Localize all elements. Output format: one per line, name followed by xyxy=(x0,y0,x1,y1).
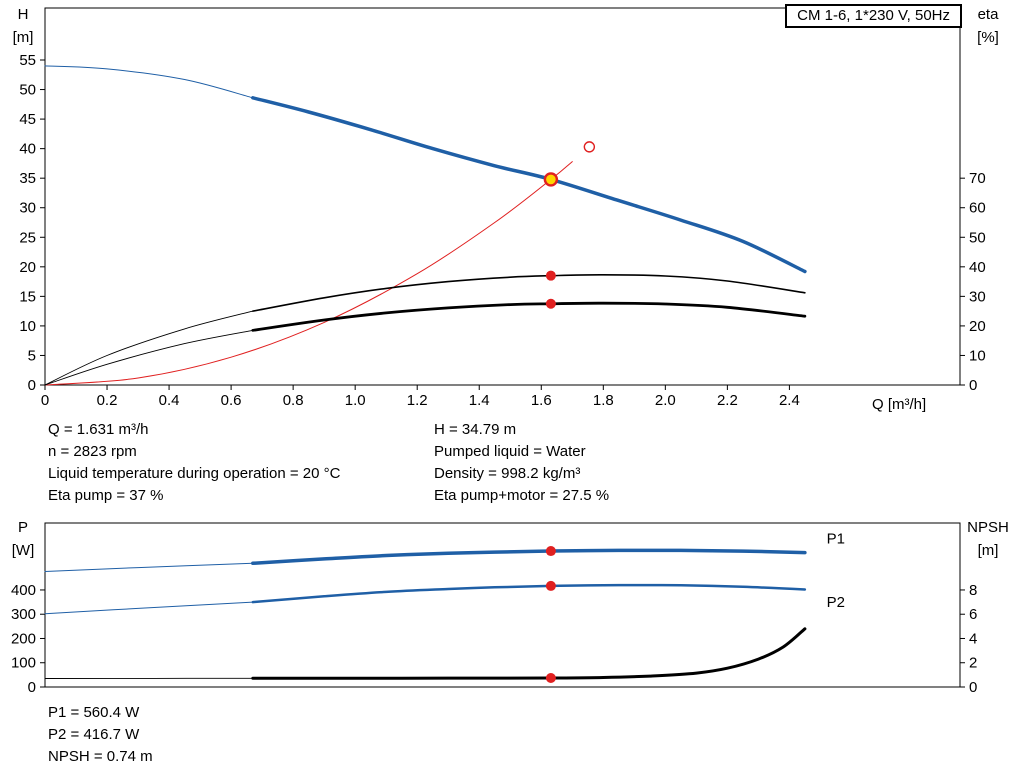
right-tick-label: 0 xyxy=(969,679,977,696)
chart-title-box: CM 1-6, 1*230 V, 50Hz xyxy=(785,4,962,28)
left-tick-label: 20 xyxy=(19,259,36,276)
p-axis-label: P xyxy=(17,519,28,536)
info-line-eta-pump: Eta pump = 37 % xyxy=(48,487,164,504)
power-npsh-group: 0 100 200 300 400 0 2 4 6 8 P1 P2 xyxy=(11,522,977,696)
x-tick-label: 0.8 xyxy=(283,392,304,409)
left-tick-label: 100 xyxy=(11,655,36,672)
info-line-npsh: NPSH = 0.74 m xyxy=(48,748,153,765)
right-tick-label: 10 xyxy=(969,347,986,364)
x-tick-label: 1.6 xyxy=(531,392,552,409)
duty-dot-marker xyxy=(545,298,556,309)
x-tick-label: 0 xyxy=(41,392,49,409)
series-p1 xyxy=(251,548,807,566)
left-tick-label: 10 xyxy=(19,318,36,335)
left-tick-label: 300 xyxy=(11,606,36,623)
left-tick-label: 0 xyxy=(28,377,36,394)
right-tick-label: 0 xyxy=(969,377,977,394)
series-p1-lead xyxy=(44,562,254,573)
power-info: P1 = 560.4 W P2 = 416.7 W NPSH = 0.74 m xyxy=(48,702,153,768)
left-tick-label: 5 xyxy=(28,347,36,364)
h-axis-title: H [m] xyxy=(2,3,44,49)
left-tick-label: 45 xyxy=(19,111,36,128)
left-tick-label: 200 xyxy=(11,630,36,647)
left-tick-label: 35 xyxy=(19,170,36,187)
info-line-p1: P1 = 560.4 W xyxy=(48,704,140,721)
series-p2-lead xyxy=(44,601,254,615)
requested-duty-marker xyxy=(583,141,596,153)
x-tick-label: 1.2 xyxy=(407,392,428,409)
right-tick-label: 2 xyxy=(969,655,977,672)
x-tick-label: 2.2 xyxy=(717,392,738,409)
plot-border xyxy=(44,7,961,386)
left-tick-label: 15 xyxy=(19,288,36,305)
npsh-axis-unit: [m] xyxy=(977,542,999,559)
series-npsh xyxy=(251,627,807,680)
series-eta-pump-motor xyxy=(251,301,807,332)
right-tick-label: 6 xyxy=(969,606,977,623)
series-p2 xyxy=(251,583,807,604)
npsh-axis-title: NPSH [m] xyxy=(956,516,1020,562)
x-tick-label: 0.6 xyxy=(221,392,242,409)
left-tick-label: 400 xyxy=(11,582,36,599)
x-tick-label: 0.2 xyxy=(97,392,118,409)
info-line-p2: P2 = 416.7 W xyxy=(48,726,140,743)
series-eta-pump xyxy=(252,273,806,312)
right-tick-label: 60 xyxy=(969,200,986,217)
x-tick-label: 1.4 xyxy=(469,392,490,409)
duty-info-left: Q = 1.631 m³/h n = 2823 rpm Liquid tempe… xyxy=(48,419,340,507)
duty-point-marker xyxy=(543,172,559,187)
left-tick-label: 40 xyxy=(19,141,36,158)
right-tick-label: 70 xyxy=(969,170,986,187)
left-tick-label: 30 xyxy=(19,200,36,217)
right-tick-label: 4 xyxy=(969,630,977,647)
h-axis-label: H xyxy=(17,6,29,23)
plot-border xyxy=(44,522,961,688)
left-tick-label: 55 xyxy=(19,52,36,69)
eta-axis-title: eta [%] xyxy=(962,3,1014,49)
right-tick-label: 20 xyxy=(969,318,986,335)
x-tick-label: 0.4 xyxy=(159,392,180,409)
info-line-temperature: Liquid temperature during operation = 20… xyxy=(48,465,341,482)
left-tick-label: 0 xyxy=(28,679,36,696)
left-tick-label: 25 xyxy=(19,229,36,246)
series-eta-pump-motor-lead xyxy=(44,329,254,386)
p-axis-unit: [W] xyxy=(11,542,35,559)
left-tick-label: 50 xyxy=(19,82,36,99)
curve-label-P1: P1 xyxy=(827,530,845,547)
duty-dot-marker xyxy=(545,673,556,684)
curve-label-P2: P2 xyxy=(827,594,845,611)
duty-dot-marker xyxy=(545,580,556,591)
info-line-rpm: n = 2823 rpm xyxy=(48,443,137,460)
duty-dot-marker xyxy=(545,546,556,557)
pump-performance-group: 0 0.2 0.4 0.6 0.8 1.0 1.2 1.4 1.6 1.8 2.0 2.2 2.4 0 5 1… xyxy=(19,7,986,409)
x-tick-label: 1.0 xyxy=(345,392,366,409)
right-tick-label: 30 xyxy=(969,288,986,305)
q-axis-title: Q [m³/h] xyxy=(872,396,927,413)
x-tick-label: 1.8 xyxy=(593,392,614,409)
info-line-density: Density = 998.2 kg/m³ xyxy=(434,465,581,482)
right-tick-label: 8 xyxy=(969,582,977,599)
series-qh-pump-curve xyxy=(251,96,807,274)
x-tick-label: 2.0 xyxy=(655,392,676,409)
info-line-h: H = 34.79 m xyxy=(434,421,517,438)
series-qh-lead xyxy=(44,65,254,99)
series-system-curve xyxy=(44,161,573,386)
info-line-q: Q = 1.631 m³/h xyxy=(48,421,149,438)
duty-dot-marker xyxy=(545,270,556,281)
series-eta-pump-lead xyxy=(44,310,254,386)
p-axis-title: P [W] xyxy=(2,516,44,562)
npsh-axis-label: NPSH xyxy=(967,519,1009,536)
eta-axis-label: eta xyxy=(977,6,999,23)
duty-info-right: H = 34.79 m Pumped liquid = Water Densit… xyxy=(434,419,609,507)
x-tick-label: 2.4 xyxy=(779,392,800,409)
h-axis-unit: [m] xyxy=(12,29,34,46)
right-tick-label: 50 xyxy=(969,229,986,246)
right-tick-label: 40 xyxy=(969,259,986,276)
info-line-liquid: Pumped liquid = Water xyxy=(434,443,586,460)
eta-axis-unit: [%] xyxy=(977,29,999,46)
info-line-eta-total: Eta pump+motor = 27.5 % xyxy=(434,487,610,504)
